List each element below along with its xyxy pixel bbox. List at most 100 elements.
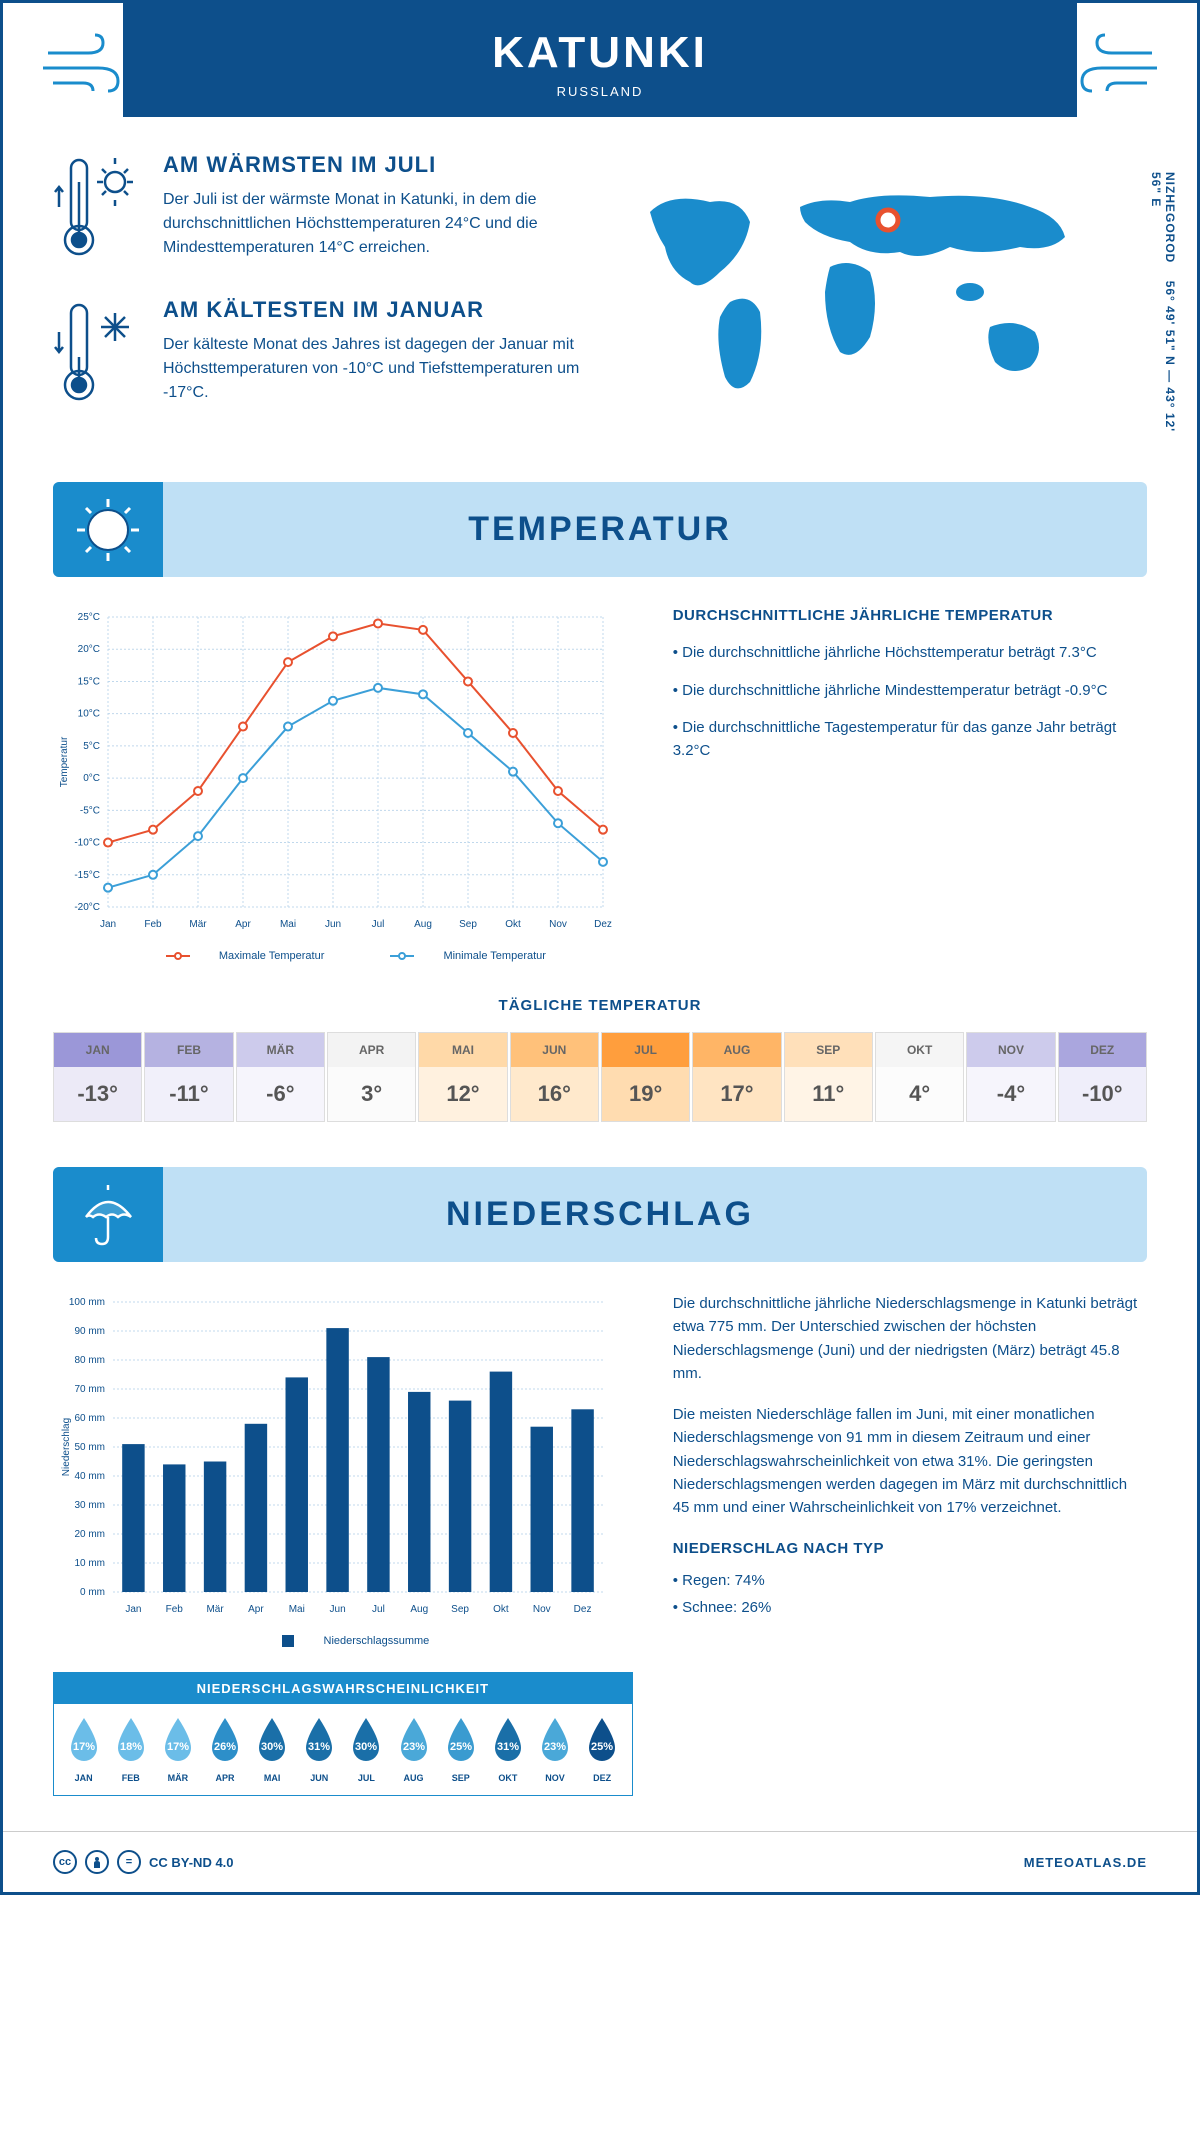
svg-text:10°C: 10°C (78, 709, 100, 720)
daily-cell: AUG 17° (692, 1032, 781, 1122)
svg-text:Jul: Jul (372, 1604, 385, 1615)
svg-text:25°C: 25°C (78, 612, 100, 623)
svg-text:23%: 23% (544, 1741, 566, 1753)
svg-text:25%: 25% (450, 1741, 472, 1753)
coldest-title: AM KÄLTESTEN IM JANUAR (163, 297, 580, 323)
daily-cell: APR 3° (327, 1032, 416, 1122)
prob-cell: 18% FEB (109, 1716, 152, 1783)
svg-text:Niederschlag: Niederschlag (61, 1418, 72, 1476)
temperature-legend: Maximale Temperatur Minimale Temperatur (53, 950, 633, 962)
intro-section: AM WÄRMSTEN IM JULI Der Juli ist der wär… (53, 152, 1147, 442)
svg-text:Apr: Apr (235, 919, 251, 930)
temp-bullet-2: • Die durchschnittliche jährliche Mindes… (673, 680, 1147, 703)
coldest-text: Der kälteste Monat des Jahres ist dagege… (163, 333, 580, 405)
daily-cell: SEP 11° (784, 1032, 873, 1122)
prob-cell: 30% JUL (345, 1716, 388, 1783)
site-label: METEOATLAS.DE (1024, 1855, 1147, 1870)
prob-cell: 25% SEP (439, 1716, 482, 1783)
svg-text:60 mm: 60 mm (74, 1413, 105, 1424)
svg-text:70 mm: 70 mm (74, 1384, 105, 1395)
svg-text:Mär: Mär (189, 919, 207, 930)
svg-text:Jan: Jan (100, 919, 116, 930)
cc-icon: cc (53, 1850, 77, 1874)
svg-text:Mai: Mai (289, 1604, 305, 1615)
svg-text:Jan: Jan (125, 1604, 141, 1615)
precip-para-1: Die durchschnittliche jährliche Niedersc… (673, 1292, 1147, 1385)
svg-text:Apr: Apr (248, 1604, 264, 1615)
daily-cell: MÄR -6° (236, 1032, 325, 1122)
precip-snow: • Schnee: 26% (673, 1596, 1147, 1619)
svg-text:Jun: Jun (330, 1604, 346, 1615)
precipitation-section-header: NIEDERSCHLAG (53, 1167, 1147, 1262)
svg-text:Dez: Dez (574, 1604, 592, 1615)
svg-text:90 mm: 90 mm (74, 1326, 105, 1337)
svg-text:25%: 25% (591, 1741, 613, 1753)
coordinates-label: NIZHEGOROD 56° 49' 51" N — 43° 12' 56" E (1149, 172, 1177, 442)
precipitation-info: Die durchschnittliche jährliche Niedersc… (673, 1292, 1147, 1796)
svg-text:Temperatur: Temperatur (59, 736, 70, 787)
precip-type-title: NIEDERSCHLAG NACH TYP (673, 1537, 1147, 1560)
world-map (620, 152, 1080, 412)
svg-text:-20°C: -20°C (74, 902, 100, 913)
svg-text:Jun: Jun (325, 919, 341, 930)
svg-text:30 mm: 30 mm (74, 1500, 105, 1511)
svg-text:10 mm: 10 mm (74, 1558, 105, 1569)
svg-text:Dez: Dez (594, 919, 612, 930)
svg-text:30%: 30% (355, 1741, 377, 1753)
svg-text:40 mm: 40 mm (74, 1471, 105, 1482)
precip-legend: Niederschlagssumme (53, 1635, 633, 1647)
daily-cell: MAI 12° (418, 1032, 507, 1122)
prob-cell: 31% OKT (486, 1716, 529, 1783)
legend-min: Minimale Temperatur (364, 950, 546, 962)
svg-text:Nov: Nov (549, 919, 567, 930)
svg-text:50 mm: 50 mm (74, 1442, 105, 1453)
svg-text:23%: 23% (403, 1741, 425, 1753)
prob-cell: 25% DEZ (581, 1716, 624, 1783)
license-label: CC BY-ND 4.0 (149, 1855, 234, 1870)
svg-text:5°C: 5°C (83, 741, 100, 752)
temp-info-title: DURCHSCHNITTLICHE JÄHRLICHE TEMPERATUR (673, 607, 1147, 624)
country-subtitle: RUSSLAND (123, 84, 1077, 99)
svg-text:31%: 31% (308, 1741, 330, 1753)
prob-cell: 23% NOV (533, 1716, 576, 1783)
svg-text:Nov: Nov (533, 1604, 551, 1615)
temp-bullet-3: • Die durchschnittliche Tagestemperatur … (673, 717, 1147, 762)
nd-icon: = (117, 1850, 141, 1874)
prob-cell: 23% AUG (392, 1716, 435, 1783)
svg-text:17%: 17% (167, 1741, 189, 1753)
svg-text:20 mm: 20 mm (74, 1529, 105, 1540)
svg-text:Okt: Okt (493, 1604, 509, 1615)
svg-text:30%: 30% (261, 1741, 283, 1753)
legend-max: Maximale Temperatur (140, 950, 325, 962)
svg-text:Aug: Aug (410, 1604, 428, 1615)
svg-text:31%: 31% (497, 1741, 519, 1753)
daily-temp-table: JAN -13° FEB -11° MÄR -6° APR 3° MAI 12°… (53, 1032, 1147, 1122)
location-marker (878, 210, 898, 230)
by-icon (85, 1850, 109, 1874)
warmest-text: Der Juli ist der wärmste Monat in Katunk… (163, 188, 580, 260)
prob-title: NIEDERSCHLAGSWAHRSCHEINLICHKEIT (54, 1673, 632, 1704)
prob-cell: 17% MÄR (156, 1716, 199, 1783)
temperature-section-header: TEMPERATUR (53, 482, 1147, 577)
precip-rain: • Regen: 74% (673, 1569, 1147, 1592)
svg-text:80 mm: 80 mm (74, 1355, 105, 1366)
svg-text:Sep: Sep (451, 1604, 469, 1615)
svg-text:15°C: 15°C (78, 676, 100, 687)
temperature-title: TEMPERATUR (468, 510, 732, 549)
svg-text:0 mm: 0 mm (80, 1587, 105, 1598)
svg-text:Sep: Sep (459, 919, 477, 930)
header-banner: KATUNKI RUSSLAND (123, 3, 1077, 117)
footer: cc = CC BY-ND 4.0 METEOATLAS.DE (3, 1831, 1197, 1892)
temperature-line-chart: -20°C-15°C-10°C-5°C0°C5°C10°C15°C20°C25°… (53, 607, 633, 962)
svg-text:17%: 17% (73, 1741, 95, 1753)
temp-bullet-1: • Die durchschnittliche jährliche Höchst… (673, 642, 1147, 665)
precipitation-probability-box: NIEDERSCHLAGSWAHRSCHEINLICHKEIT 17% JAN … (53, 1672, 633, 1796)
svg-text:Aug: Aug (414, 919, 432, 930)
umbrella-icon (53, 1167, 163, 1262)
svg-text:18%: 18% (120, 1741, 142, 1753)
daily-cell: FEB -11° (144, 1032, 233, 1122)
svg-text:Mär: Mär (206, 1604, 224, 1615)
svg-text:26%: 26% (214, 1741, 236, 1753)
svg-text:-15°C: -15°C (74, 870, 100, 881)
svg-text:Feb: Feb (166, 1604, 184, 1615)
